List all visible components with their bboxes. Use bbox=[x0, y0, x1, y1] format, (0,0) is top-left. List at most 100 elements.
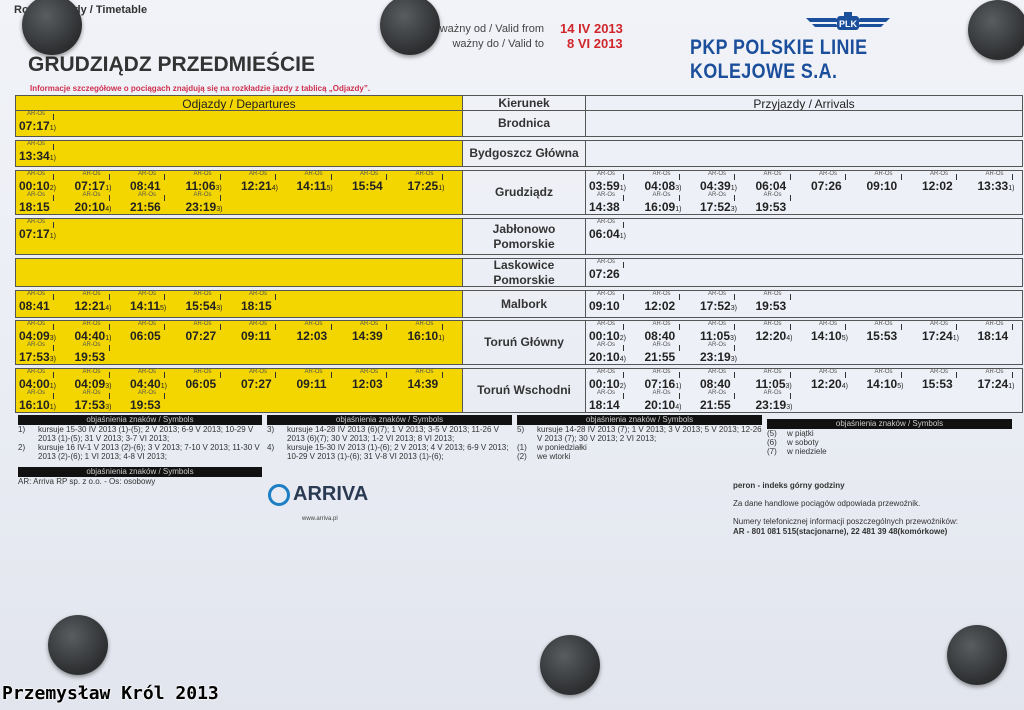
arrivals-cell: AR-Os 07:26 bbox=[586, 259, 1022, 286]
platform-mark bbox=[623, 262, 624, 268]
carrier-code: AR-Os bbox=[193, 192, 212, 198]
carrier-code: AR-Os bbox=[763, 171, 782, 177]
platform-mark bbox=[275, 372, 276, 378]
time: 23:19 bbox=[755, 398, 787, 412]
time: 21:55 bbox=[644, 350, 676, 364]
footnote: 3) bbox=[49, 335, 56, 342]
platform-mark bbox=[441, 174, 443, 180]
footnote: 1) bbox=[49, 404, 56, 411]
arrivals-cell bbox=[586, 111, 1022, 136]
carrier-code: AR-Os bbox=[27, 192, 45, 198]
time-entry: AR-Os 14:105) bbox=[811, 321, 867, 343]
time: 23:19 bbox=[185, 200, 217, 214]
departures-cell: AR-Os 07:171) bbox=[16, 111, 463, 136]
footnote: 1) bbox=[49, 125, 56, 132]
carrier-code: AR-Os bbox=[597, 291, 615, 297]
carrier-symbols: objaśnienia znaków / Symbols AR: Arriva … bbox=[18, 467, 262, 486]
phones: AR - 801 081 515(stacjonarne), 22 481 39… bbox=[733, 527, 948, 536]
time-entry: AR-Os 11:053) bbox=[700, 321, 756, 343]
footnote: 3) bbox=[730, 356, 737, 363]
time: 20:10 bbox=[589, 350, 620, 364]
footnote: 1) bbox=[619, 233, 626, 240]
carrier-code: AR-Os bbox=[249, 321, 267, 327]
time-entry: AR-Os 17:533) bbox=[75, 390, 131, 412]
carrier-code: AR-Os bbox=[27, 321, 45, 327]
platform-mark bbox=[386, 324, 387, 330]
time: 13:33 bbox=[977, 179, 1009, 193]
symbol-key: (6) bbox=[767, 438, 777, 447]
platform-mark bbox=[734, 174, 735, 180]
platform-mark bbox=[956, 174, 957, 180]
footnote: 1) bbox=[105, 335, 112, 342]
platform-mark bbox=[108, 324, 110, 330]
time: 07:17 bbox=[19, 227, 50, 241]
platform-mark bbox=[164, 294, 165, 300]
platform-mark bbox=[108, 345, 110, 351]
footnote: 3) bbox=[215, 185, 222, 192]
time-entry: AR-Os 15:543) bbox=[186, 291, 242, 313]
time: 17:24 bbox=[977, 377, 1009, 391]
symbols-col-3: objaśnienia znaków / Symbols 5) kursuje 1… bbox=[517, 415, 762, 461]
carrier-code: AR-Os bbox=[708, 390, 726, 396]
time: 12:20 bbox=[811, 377, 842, 391]
time-entry: AR-Os 08:40 bbox=[645, 321, 701, 343]
time-entry: AR-Os 12:02 bbox=[645, 291, 701, 313]
footnote: 4) bbox=[841, 383, 848, 390]
platform-mark bbox=[678, 324, 680, 330]
footnote: 1) bbox=[49, 233, 56, 240]
symbol-text: w niedziele bbox=[787, 447, 827, 456]
time: 08:41 bbox=[19, 299, 50, 313]
time: 21:56 bbox=[130, 200, 161, 214]
valid-from-label: ważny od / Valid from bbox=[439, 23, 544, 35]
arrivals-cell: AR-Os 00:102) AR-Os 07:161) AR-Os 08:40 AR-Os 1… bbox=[586, 369, 1022, 412]
carrier-code: AR-Os bbox=[763, 291, 782, 297]
magnet-icon bbox=[540, 635, 600, 695]
footnote: 4) bbox=[675, 404, 682, 411]
time: 17:52 bbox=[700, 299, 731, 313]
carrier-code: AR-Os bbox=[819, 321, 837, 327]
time: 07:27 bbox=[241, 377, 272, 391]
carrier-code: AR-Os bbox=[985, 171, 1004, 177]
svg-text:PLK: PLK bbox=[839, 19, 858, 29]
time-entry: AR-Os 12:214) bbox=[241, 171, 297, 193]
time-entry: AR-Os 04:083) bbox=[645, 171, 701, 193]
symbol-item: 4) kursuje 15-30 IV 2013 (1)-(6); 2 V 201… bbox=[267, 443, 512, 461]
platform-mark bbox=[900, 372, 902, 378]
footnote: 3) bbox=[105, 404, 112, 411]
footnote: 3) bbox=[730, 305, 737, 312]
carrier-code: AR-Os bbox=[82, 192, 101, 198]
platform-mark bbox=[441, 372, 443, 378]
carrier-code: AR-Os bbox=[360, 369, 378, 375]
platform-mark bbox=[845, 174, 846, 180]
time-entry: AR-Os 11:053) bbox=[756, 369, 812, 391]
time-entry: AR-Os 16:101) bbox=[408, 321, 464, 343]
time: 19:53 bbox=[130, 398, 161, 412]
time: 00:10 bbox=[589, 329, 620, 343]
platform-mark bbox=[900, 324, 902, 330]
symbol-key: (5) bbox=[767, 429, 777, 438]
carrier-code: AR-Os bbox=[249, 369, 267, 375]
platform-mark bbox=[678, 372, 680, 378]
carrier-code: AR-Os bbox=[82, 342, 101, 348]
time: 06:04 bbox=[755, 179, 787, 193]
symbol-key: 4) bbox=[267, 443, 275, 452]
symbols-heading: objaśnienia znaków / Symbols bbox=[18, 467, 262, 477]
carrier-code: AR-Os bbox=[874, 369, 893, 375]
valid-to-label: ważny do / Valid to bbox=[452, 38, 544, 50]
platform-mark bbox=[623, 345, 624, 351]
symbol-key: (2) bbox=[517, 452, 527, 461]
carrier-code: AR-Os bbox=[193, 321, 212, 327]
footnote: 1) bbox=[619, 185, 626, 192]
symbols-heading: objaśnienia znaków / Symbols bbox=[267, 415, 512, 425]
time-entry: AR-Os 12:03 bbox=[352, 369, 408, 391]
platform-mark bbox=[734, 294, 735, 300]
symbol-item: 2) kursuje 16 IV-1 V 2013 (2)-(6); 3 V 20… bbox=[18, 443, 262, 461]
carrier-code: AR-Os bbox=[138, 390, 156, 396]
direction-cell: Laskowice Pomorskie bbox=[463, 258, 586, 287]
platform-mark bbox=[275, 294, 276, 300]
time-entry: AR-Os 17:533) bbox=[19, 342, 75, 364]
time-entry: AR-Os 07:27 bbox=[241, 369, 297, 391]
carrier-code: AR-Os bbox=[27, 219, 45, 225]
symbol-item: (7) w niedziele bbox=[767, 447, 1012, 456]
time: 04:09 bbox=[19, 329, 50, 343]
